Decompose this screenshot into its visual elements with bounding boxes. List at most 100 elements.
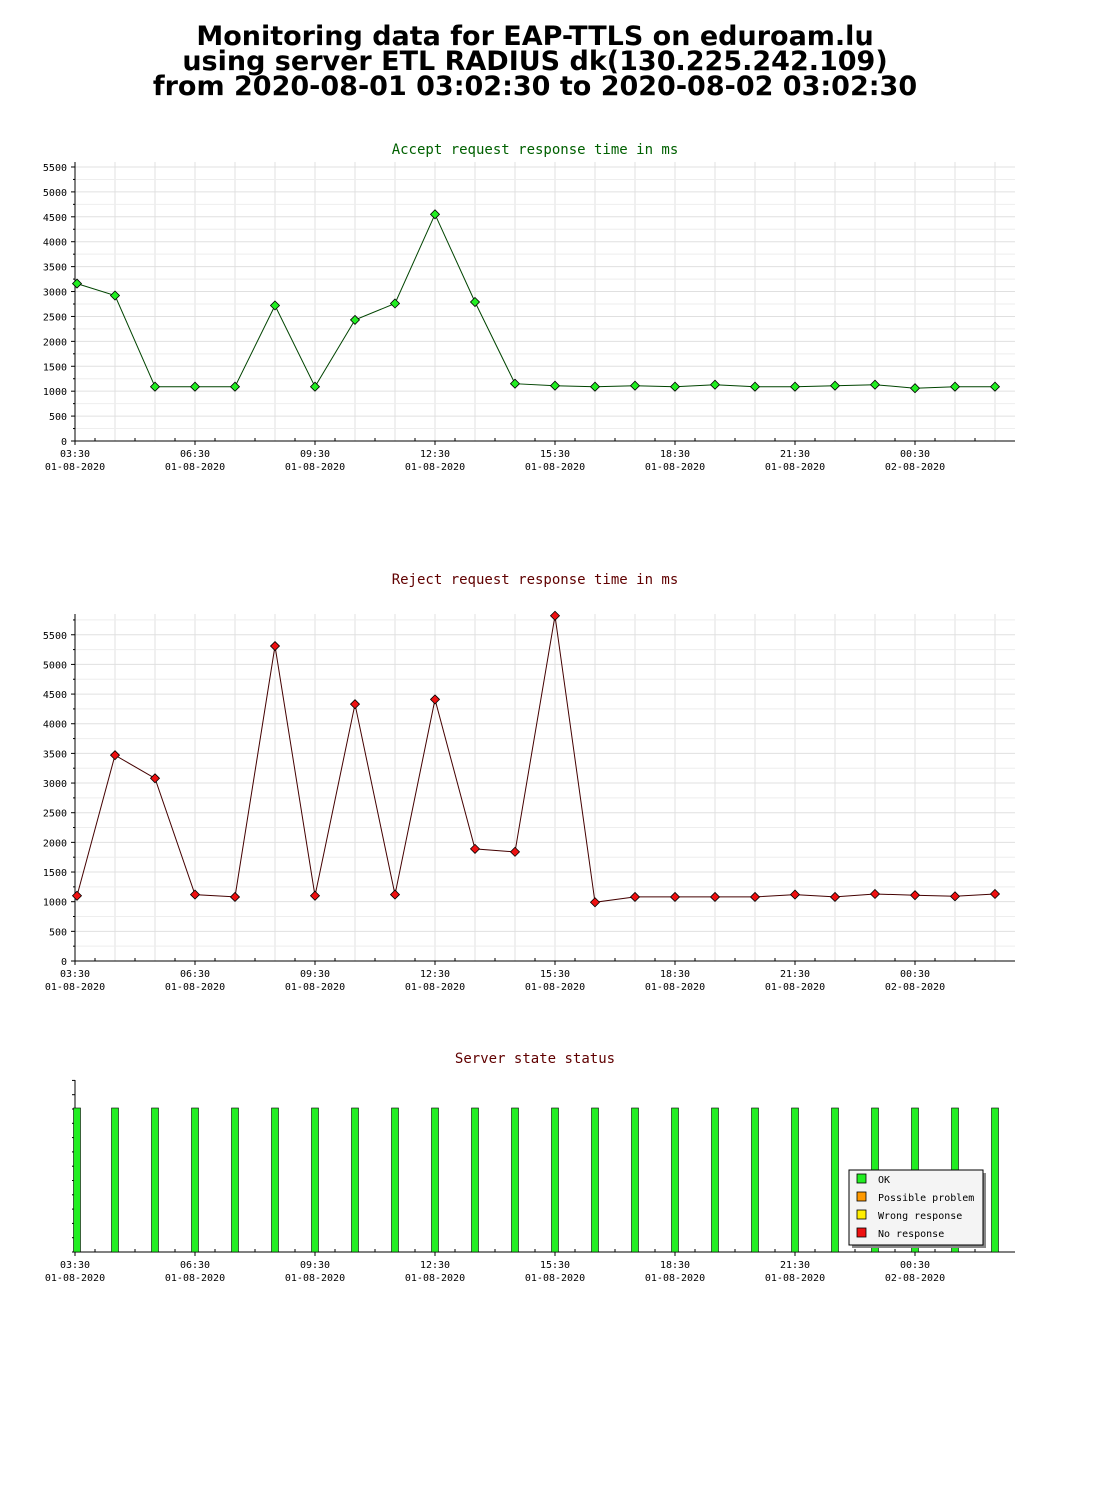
x-tick-label-time: 12:30	[420, 449, 450, 460]
data-point	[509, 846, 521, 857]
data-point	[509, 378, 521, 389]
data-point	[429, 694, 441, 705]
y-tick-label: 2500	[43, 312, 67, 323]
chart-2: Reject request response time in ms 0 500 10…	[43, 572, 1015, 993]
data-point	[189, 381, 201, 392]
series-line	[76, 615, 996, 903]
x-tick-label-time: 15:30	[540, 449, 570, 460]
chart-3: Server state status 03:30 01-08-2020 06:30 0…	[45, 1051, 1015, 1284]
data-point	[389, 889, 401, 900]
data-point	[269, 640, 281, 652]
x-tick-label-time: 18:30	[660, 449, 690, 460]
data-point	[309, 381, 321, 392]
data-point	[709, 379, 721, 390]
legend-swatch	[856, 1191, 867, 1202]
x-tick-label-time: 09:30	[300, 449, 330, 460]
x-tick-label-date: 02-08-2020	[885, 982, 945, 993]
chart-title: Reject request response time in ms	[392, 572, 679, 588]
x-tick-label-time: 09:30	[300, 969, 330, 980]
y-tick-label: 4500	[43, 690, 67, 701]
legend-label: Possible problem	[878, 1193, 974, 1204]
legend-swatch	[856, 1173, 867, 1184]
status-bar	[271, 1107, 279, 1253]
y-tick-label: 2000	[43, 838, 67, 849]
data-point	[589, 897, 601, 908]
x-tick-label-date: 01-08-2020	[45, 982, 105, 993]
data-point	[309, 890, 321, 901]
x-tick-label-date: 01-08-2020	[165, 1273, 225, 1284]
x-tick-label-time: 18:30	[660, 969, 690, 980]
data-point	[869, 888, 881, 900]
data-point	[829, 380, 841, 391]
data-point	[549, 610, 561, 621]
data-point	[229, 891, 241, 903]
y-tick-label: 500	[49, 412, 67, 423]
y-tick-label: 4000	[43, 720, 67, 731]
status-bar	[551, 1107, 559, 1253]
status-bar	[73, 1107, 81, 1253]
title-line-1: Monitoring data for EAP-TTLS on eduroam.…	[196, 21, 874, 52]
x-tick-label-date: 01-08-2020	[525, 1273, 585, 1284]
legend-label: OK	[878, 1175, 890, 1186]
data-point	[349, 314, 361, 325]
y-tick-label: 0	[61, 437, 67, 448]
status-bar	[111, 1107, 119, 1253]
legend-box	[848, 1169, 984, 1246]
y-tick-label: 3000	[43, 779, 67, 790]
y-tick-label: 1000	[43, 387, 67, 398]
data-point	[229, 381, 241, 392]
legend-label: Wrong response	[878, 1211, 962, 1222]
status-bar	[511, 1107, 519, 1253]
x-tick-label-date: 01-08-2020	[285, 982, 345, 993]
x-tick-label-date: 01-08-2020	[765, 462, 825, 473]
y-tick-label: 3000	[43, 288, 67, 299]
data-point	[789, 381, 801, 392]
x-tick-label-date: 01-08-2020	[405, 462, 465, 473]
title-line-2: using server ETL RADIUS dk(130.225.242.1…	[182, 46, 888, 77]
x-tick-label-time: 03:30	[60, 449, 90, 460]
x-tick-label-date: 01-08-2020	[285, 1273, 345, 1284]
x-tick-label-date: 01-08-2020	[405, 1273, 465, 1284]
status-bar	[431, 1107, 439, 1253]
data-point	[949, 381, 961, 392]
y-tick-label: 3500	[43, 749, 67, 760]
page-title: Monitoring data for EAP-TTLS on eduroam.…	[0, 21, 1070, 102]
y-tick-label: 5500	[43, 631, 67, 642]
data-point	[709, 891, 721, 903]
x-tick-label-time: 03:30	[60, 969, 90, 980]
data-point	[749, 891, 761, 903]
status-bar	[711, 1107, 719, 1253]
x-tick-label-date: 01-08-2020	[45, 1273, 105, 1284]
y-tick-label: 5500	[43, 163, 67, 174]
data-point	[669, 381, 681, 392]
x-tick-label-time: 21:30	[780, 449, 810, 460]
data-point	[989, 888, 1001, 900]
x-tick-label-date: 01-08-2020	[285, 462, 345, 473]
data-point	[669, 891, 681, 903]
y-tick-label: 2500	[43, 809, 67, 820]
x-tick-label-date: 01-08-2020	[45, 462, 105, 473]
chart-1: Accept request response time in ms 0 500 10…	[43, 142, 1015, 473]
x-tick-label-date: 01-08-2020	[525, 462, 585, 473]
y-tick-label: 5000	[43, 660, 67, 671]
status-bar	[191, 1107, 199, 1253]
x-tick-label-time: 18:30	[660, 1260, 690, 1271]
status-bar	[791, 1107, 799, 1253]
status-bar	[151, 1107, 159, 1253]
data-point	[749, 381, 761, 392]
x-tick-label-date: 02-08-2020	[885, 462, 945, 473]
data-point	[909, 890, 921, 901]
status-bar	[351, 1107, 359, 1253]
data-point	[429, 209, 441, 220]
status-bar	[391, 1107, 399, 1253]
title-line-3: from 2020-08-01 03:02:30 to 2020-08-02 0…	[152, 71, 918, 102]
x-tick-label-time: 15:30	[540, 1260, 570, 1271]
legend-swatch	[856, 1227, 867, 1238]
data-point	[149, 773, 161, 784]
status-bar	[991, 1107, 999, 1253]
status-bar	[311, 1107, 319, 1253]
status-bar	[751, 1107, 759, 1253]
x-tick-label-time: 09:30	[300, 1260, 330, 1271]
data-point	[629, 891, 641, 903]
